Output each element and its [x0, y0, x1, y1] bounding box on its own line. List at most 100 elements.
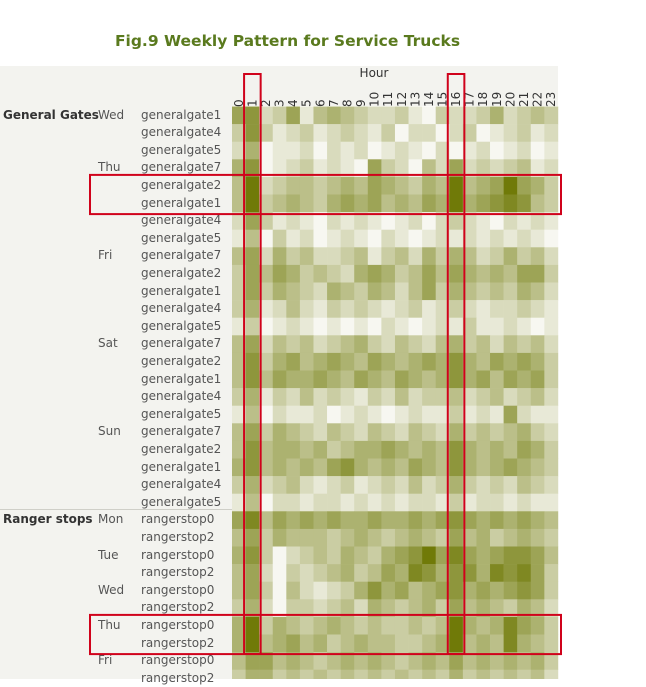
heatmap-cell [272, 511, 287, 530]
heatmap-cell [462, 564, 477, 582]
heatmap-cell [449, 124, 464, 142]
heatmap-cell [327, 141, 341, 160]
heatmap-cell [259, 300, 274, 318]
heatmap-cell [422, 335, 436, 354]
heatmap-cell [381, 599, 396, 618]
heatmap-cell [422, 300, 436, 318]
heatmap-cell [490, 141, 504, 160]
heatmap-cell [367, 176, 382, 195]
heatmap-cell [462, 405, 477, 424]
heatmap-cell [517, 388, 532, 406]
heatmap-cell [299, 546, 314, 565]
heatmap-cell [245, 599, 260, 618]
heatmap-cell [462, 282, 477, 301]
heatmap-cell [476, 282, 491, 301]
heatmap-cell [503, 352, 518, 371]
heatmap-cell [544, 581, 559, 600]
heatmap-cell [354, 282, 369, 301]
heatmap-cell [490, 317, 504, 336]
heatmap-cell [381, 458, 396, 477]
heatmap-cell [286, 370, 301, 389]
heatmap-cell [449, 564, 464, 582]
heatmap-cell [381, 352, 396, 371]
heatmap-cell [286, 493, 301, 512]
heatmap-cell [299, 229, 314, 248]
heatmap-cell [232, 159, 246, 178]
heatmap-cell [354, 352, 369, 371]
chart-title: Fig.9 Weekly Pattern for Service Trucks [114, 32, 461, 50]
heatmap-cell [503, 335, 518, 354]
heatmap-cell [462, 352, 477, 371]
heatmap-cell [435, 634, 450, 653]
heatmap-cell [544, 370, 559, 389]
heatmap-cell [232, 564, 246, 582]
heatmap-cell [381, 106, 396, 125]
heatmap-cell [232, 106, 246, 125]
row-group-label: General Gates [3, 107, 99, 122]
heatmap-cell [435, 458, 450, 477]
heatmap-cell [272, 264, 287, 283]
heatmap-cell [530, 511, 545, 530]
heatmap-cell [490, 423, 504, 442]
heatmap-cell [435, 370, 450, 389]
heatmap-cell [517, 247, 532, 266]
heatmap-cell [530, 669, 545, 679]
heatmap-cell [530, 335, 545, 354]
heatmap-cell [245, 528, 260, 547]
heatmap-cell [517, 352, 532, 371]
heatmap-cell [517, 458, 532, 477]
heatmap-cell [408, 493, 423, 512]
heatmap-cell [435, 264, 450, 283]
heatmap-cell [299, 652, 314, 670]
heatmap-cell [517, 546, 532, 565]
heatmap-cell [327, 229, 341, 248]
row-name-label: generalgate1 [141, 107, 222, 122]
heatmap-cell [381, 159, 396, 178]
heatmap-cell [340, 476, 355, 494]
heatmap-cell [232, 124, 246, 142]
heatmap-cell [449, 194, 464, 213]
heatmap-cell [245, 634, 260, 653]
heatmap-cell [272, 300, 287, 318]
heatmap-cell [367, 124, 382, 142]
heatmap-cell [435, 564, 450, 582]
heatmap-cell [327, 599, 341, 618]
heatmap-cell [449, 652, 464, 670]
heatmap-cell [272, 317, 287, 336]
heatmap-cell [340, 388, 355, 406]
heatmap-cell [544, 352, 559, 371]
heatmap-cell [354, 564, 369, 582]
heatmap-cell [530, 194, 545, 213]
heatmap-cell [286, 476, 301, 494]
heatmap-cell [462, 388, 477, 406]
heatmap-cell [272, 581, 287, 600]
heatmap-cell [517, 581, 532, 600]
heatmap-cell [544, 405, 559, 424]
heatmap-cell [503, 300, 518, 318]
heatmap-cell [462, 124, 477, 142]
heatmap-cell [367, 476, 382, 494]
heatmap-cell [354, 634, 369, 653]
heatmap-cell [490, 282, 504, 301]
heatmap-cell [517, 511, 532, 530]
heatmap-cell [503, 229, 518, 248]
row-name-label: generalgate5 [141, 142, 222, 157]
heatmap-cell [272, 124, 287, 142]
heatmap-cell [544, 458, 559, 477]
heatmap-cell [381, 282, 396, 301]
heatmap-cell [232, 247, 246, 266]
heatmap-cell [408, 458, 423, 477]
heatmap-cell [394, 616, 409, 635]
heatmap-cell [476, 141, 491, 160]
heatmap-cell [299, 282, 314, 301]
heatmap-cell [490, 476, 504, 494]
heatmap-cell [327, 634, 341, 653]
heatmap-cell [490, 176, 504, 195]
heatmap-cell [232, 599, 246, 618]
heatmap-cell [503, 159, 518, 178]
heatmap-cell [232, 176, 246, 195]
heatmap-cell [313, 652, 328, 670]
heatmap-cell [286, 546, 301, 565]
heatmap-cell [408, 141, 423, 160]
heatmap-cell [245, 423, 260, 442]
